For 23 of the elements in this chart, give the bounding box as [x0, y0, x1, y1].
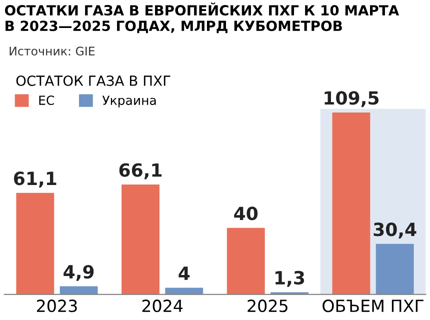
x-tick-label: 2024 — [142, 300, 183, 312]
chart-title: ОСТАТКИ ГАЗА В ЕВРОПЕЙСКИХ ПХГ К 10 МАРТА В 2023—2025 ГОДАХ, МЛРД КУБОМЕТРОВ — [4, 2, 400, 34]
bar — [60, 286, 98, 294]
bar — [122, 184, 160, 294]
text: Источник: GIE — [10, 46, 95, 56]
data-label: 40 — [234, 206, 258, 220]
data-label: 66,1 — [119, 163, 162, 180]
bar — [16, 192, 54, 294]
data-label: 109,5 — [324, 91, 379, 108]
data-label: 4 — [178, 266, 190, 280]
legend-label: Украина — [102, 96, 156, 108]
legend-title: ОСТАТОК ГАЗА В ПХГ — [16, 75, 170, 86]
x-tick-label: 2023 — [36, 300, 77, 312]
bar — [376, 244, 414, 294]
data-label: 4,9 — [64, 264, 94, 281]
x-tick-label: ОБЪЕМ ПХГ — [322, 300, 424, 312]
data-label: 1,3 — [276, 270, 304, 287]
data-label: 61,1 — [14, 172, 56, 188]
data-label: 30,4 — [374, 222, 416, 239]
bar — [165, 288, 204, 294]
bar — [226, 228, 265, 294]
x-tick-label: 2025 — [248, 300, 288, 312]
legend-label: ЕС — [39, 96, 54, 105]
